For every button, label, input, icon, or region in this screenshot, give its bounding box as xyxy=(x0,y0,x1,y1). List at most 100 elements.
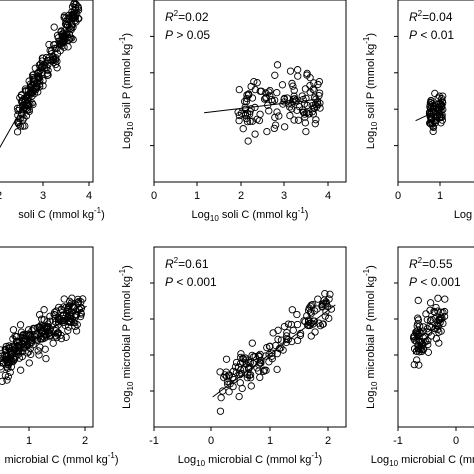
data-point xyxy=(413,330,421,339)
data-point xyxy=(26,100,34,108)
data-point xyxy=(271,121,280,129)
data-point xyxy=(437,327,445,335)
data-point xyxy=(322,308,330,316)
data-point xyxy=(273,365,281,374)
data-point xyxy=(253,79,261,87)
data-point xyxy=(269,329,277,337)
data-point xyxy=(34,347,42,355)
data-point xyxy=(435,339,443,347)
data-point xyxy=(53,64,61,72)
data-point xyxy=(4,361,12,369)
data-point xyxy=(16,321,25,329)
data-point xyxy=(315,77,324,86)
plot-frame xyxy=(0,246,94,428)
data-point xyxy=(12,348,20,356)
data-point xyxy=(286,111,294,120)
data-point xyxy=(243,94,251,103)
data-point xyxy=(9,326,18,334)
panel-top-right: 0 1 R2=0.04 P < 0.01 Log Log10 soil P (mmol k… xyxy=(362,0,474,221)
data-point xyxy=(313,305,321,313)
data-point xyxy=(62,333,70,341)
data-point xyxy=(412,329,421,338)
data-point xyxy=(64,303,73,311)
x-tick-label: 1 xyxy=(194,190,200,202)
data-point xyxy=(282,332,291,340)
data-point xyxy=(413,356,421,364)
data-point xyxy=(72,18,80,26)
data-point xyxy=(71,319,79,327)
data-point xyxy=(59,311,67,319)
x-tick-label: -1 xyxy=(393,435,403,447)
data-point xyxy=(419,327,427,335)
data-point xyxy=(0,350,5,358)
data-point xyxy=(249,353,258,361)
data-point xyxy=(414,320,422,328)
data-point xyxy=(424,340,432,349)
x-tick-label: 0 xyxy=(453,435,459,447)
data-point xyxy=(70,303,78,312)
data-point xyxy=(419,323,428,331)
data-point xyxy=(17,328,26,336)
data-point xyxy=(20,337,29,346)
data-point xyxy=(290,116,298,124)
x-tick-label: 2 xyxy=(82,435,88,447)
data-point xyxy=(44,320,52,328)
data-point xyxy=(263,127,271,136)
data-point xyxy=(73,10,81,18)
data-point xyxy=(281,123,289,131)
data-point xyxy=(246,358,254,367)
data-point xyxy=(44,66,52,75)
data-point xyxy=(248,117,257,125)
data-point xyxy=(50,23,58,31)
points xyxy=(410,294,449,369)
data-point xyxy=(28,336,36,344)
fit-line xyxy=(412,317,444,355)
data-point xyxy=(273,89,281,97)
data-point xyxy=(437,119,445,127)
data-point xyxy=(430,307,438,316)
x-tick-label: 4 xyxy=(325,190,331,202)
data-point xyxy=(20,114,28,122)
data-point xyxy=(39,54,47,62)
data-point xyxy=(298,92,306,100)
data-point xyxy=(415,361,423,369)
data-point xyxy=(70,0,78,8)
data-point xyxy=(275,112,283,120)
data-point xyxy=(431,308,439,316)
data-point xyxy=(316,104,324,112)
data-point xyxy=(64,43,72,51)
data-point xyxy=(26,83,34,91)
data-point xyxy=(9,335,17,343)
stat-label: R2=0.02 xyxy=(165,9,209,24)
data-point xyxy=(414,296,422,305)
data-point xyxy=(57,335,66,343)
data-point xyxy=(432,117,440,125)
data-point xyxy=(322,298,330,306)
data-point xyxy=(239,354,247,362)
data-point xyxy=(53,333,61,342)
data-point xyxy=(54,329,63,337)
points xyxy=(0,0,83,149)
data-point xyxy=(262,94,270,102)
data-point xyxy=(268,349,276,357)
data-point xyxy=(25,359,33,367)
data-point xyxy=(17,366,25,374)
fit-line xyxy=(212,304,336,398)
data-point xyxy=(237,109,246,117)
data-point xyxy=(60,38,68,46)
data-point xyxy=(216,368,224,376)
data-point xyxy=(235,85,243,94)
data-point xyxy=(316,99,324,107)
data-point xyxy=(432,303,440,312)
data-point xyxy=(301,110,309,118)
data-point xyxy=(72,327,81,335)
data-point xyxy=(434,94,442,102)
data-point xyxy=(293,320,302,329)
data-point xyxy=(260,95,269,103)
data-point xyxy=(51,60,60,69)
data-point xyxy=(270,124,278,133)
data-point xyxy=(322,300,330,308)
data-point xyxy=(36,310,44,319)
data-point xyxy=(64,326,72,335)
data-point xyxy=(288,306,296,314)
